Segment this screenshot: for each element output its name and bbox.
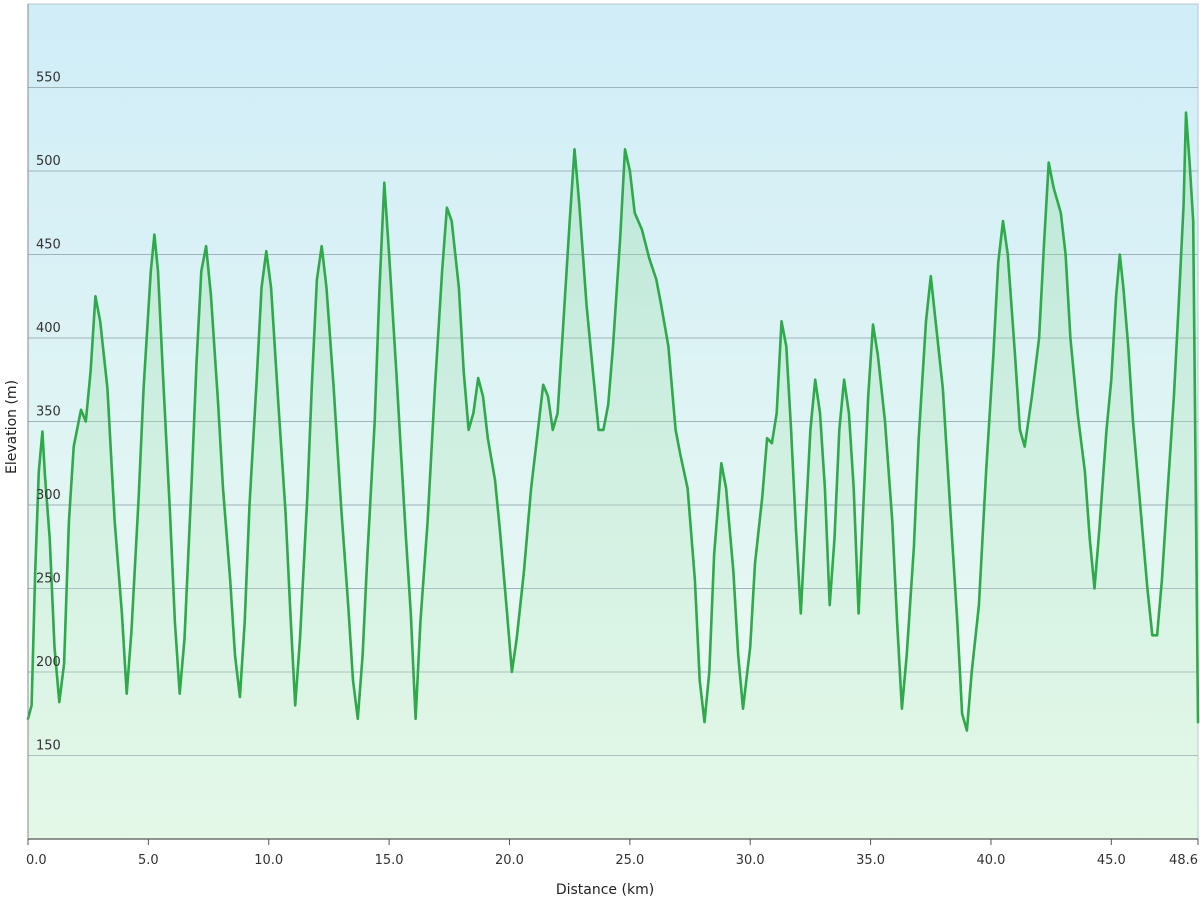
x-tick-label: 40.0 — [976, 853, 1005, 868]
x-tick-label: 30.0 — [736, 853, 765, 868]
x-tick-label: 20.0 — [495, 853, 524, 868]
x-tick-label: 45.0 — [1097, 853, 1126, 868]
y-tick-label: 350 — [36, 405, 61, 420]
x-tick-label: 48.6 — [1169, 853, 1198, 868]
y-tick-label: 200 — [36, 655, 61, 670]
x-tick-label: 10.0 — [254, 853, 283, 868]
y-axis-ticks: 150 200 250 300 350 400 450 500 550 — [36, 71, 61, 754]
elevation-line — [26, 111, 1200, 732]
y-tick-label: 400 — [36, 321, 61, 336]
x-tick-label: 35.0 — [856, 853, 885, 868]
y-tick-label: 550 — [36, 71, 61, 86]
elevation-area — [28, 112, 1198, 839]
y-axis-title: Elevation (m) — [4, 380, 20, 474]
x-axis-title: Distance (km) — [556, 882, 654, 898]
y-tick-label: 450 — [36, 238, 61, 253]
elevation-area-fill — [28, 112, 1198, 839]
x-tick-label: 5.0 — [138, 853, 159, 868]
x-axis-ticks: 0.0 5.0 10.0 15.0 20.0 25.0 30.0 35.0 40.0 45.0 48… — [26, 839, 1199, 868]
y-tick-label: 300 — [36, 488, 61, 503]
y-tick-label: 250 — [36, 572, 61, 587]
y-tick-label: 500 — [36, 154, 61, 169]
x-tick-label: 25.0 — [615, 853, 644, 868]
x-tick-label: 0.0 — [26, 853, 47, 868]
y-tick-label: 150 — [36, 739, 61, 754]
x-tick-label: 15.0 — [375, 853, 404, 868]
elevation-series — [26, 111, 1200, 732]
